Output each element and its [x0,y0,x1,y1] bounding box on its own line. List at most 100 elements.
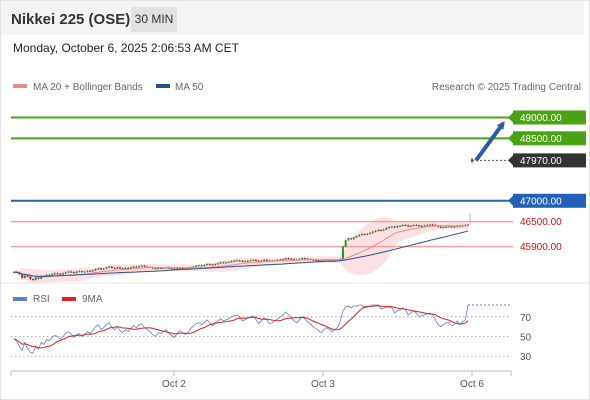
candle-body [135,266,138,268]
candle-body [371,231,374,233]
candle-body [91,270,94,272]
legend-swatch-9ma [62,297,76,301]
candle-body [260,260,263,262]
candle-body [284,258,287,260]
candle-body [170,268,173,270]
candle-body [246,260,249,262]
candle-body [29,276,32,280]
level-label-support-4: 46500.00 [520,217,562,228]
candle-body [154,268,157,270]
candle-body [303,258,306,260]
candle-body [67,271,70,273]
candle-body [173,268,176,270]
candle-body [108,266,111,268]
candle-body [61,273,64,275]
candle-body [263,259,266,261]
candle-body [37,277,40,279]
candle-body [257,260,260,262]
candle-body [317,260,320,262]
ma50-line [13,230,469,277]
candle-body [233,260,236,262]
candle-body [206,264,209,266]
candle-body [110,266,113,268]
candle-body [225,262,228,264]
candle-body [129,267,132,269]
candle-body [70,271,73,273]
candle-body [157,267,160,269]
level-label-pointer-2 [508,155,513,166]
candle-body [244,261,247,263]
candle-body [222,262,225,264]
level-label-box-2 [513,153,586,168]
level-label-resistance-1: 48500.00 [520,134,562,145]
candle-body [360,234,363,236]
candle-body [252,259,255,261]
time-tick-label: Oct 6 [460,379,484,390]
candle-body [293,259,296,261]
candle-body [404,224,407,226]
candle-body [301,258,304,260]
candle-body [290,258,293,260]
candle-body [439,226,442,228]
candle-body [140,265,143,267]
level-label-pointer-3 [508,195,513,206]
candle-body [116,267,119,269]
level-label-resistance-0: 49000.00 [520,113,562,124]
candle-body [450,226,453,228]
candle-body [287,258,290,260]
level-label-box-0 [513,110,586,125]
candle-body [344,240,347,247]
candle-body [377,229,380,231]
candle-body [415,224,418,226]
rsi-tick-label: 50 [520,333,532,344]
candle-body [13,272,15,274]
candle-body [235,260,238,262]
candle-body [113,267,116,269]
candle-body [254,259,257,261]
interval-button[interactable]: 30 MIN [131,7,177,32]
candle-body [119,267,122,269]
candle-body [423,225,426,227]
rsi-line [13,304,469,354]
price-level-labels: 49000.00 48500.00 47970.00 47000.00 46500.00… [508,110,586,253]
candle-body [412,224,415,226]
level-label-pointer-1 [508,133,513,144]
legend-9ma-label: 9MA [82,294,103,305]
legend-swatch-ma50 [156,84,170,88]
legend-ma20-label: MA 20 + Bollinger Bands [33,82,143,93]
candle-body [366,233,369,235]
candle-body [64,272,67,274]
datetime-label: Monday, October 6, 2025 2:06:53 AM CET [13,41,239,55]
rsi-legend: RSI 9MA [13,294,103,305]
candle-body [385,227,388,230]
bollinger-band-area [14,216,468,284]
candle-body [176,268,179,270]
candle-body [347,238,350,241]
candle-body [45,274,48,277]
time-tick-label: Oct 3 [311,379,335,390]
candle-body [428,224,431,226]
candle-body [238,260,241,262]
candle-body [431,224,434,226]
candle-body [350,238,353,240]
candle-body [181,267,184,269]
level-label-pointer-0 [508,112,513,123]
level-label-support-5: 45900.00 [520,242,562,253]
candle-body [396,226,399,228]
level-label-box-1 [513,131,586,146]
candle-body [208,264,211,266]
moving-averages [13,225,469,277]
candle-body [97,268,100,270]
candle-body [94,269,97,271]
candle-body [249,260,252,262]
candle-body [216,263,219,265]
candle-body [426,224,429,226]
candle-body [105,267,108,269]
rsi-panel: 70 50 30 [11,304,532,363]
candle-body [279,259,282,261]
legend-rsi-label: RSI [33,294,50,305]
candle-body [178,267,181,269]
candle-body [78,271,81,273]
candle-body [99,268,102,270]
